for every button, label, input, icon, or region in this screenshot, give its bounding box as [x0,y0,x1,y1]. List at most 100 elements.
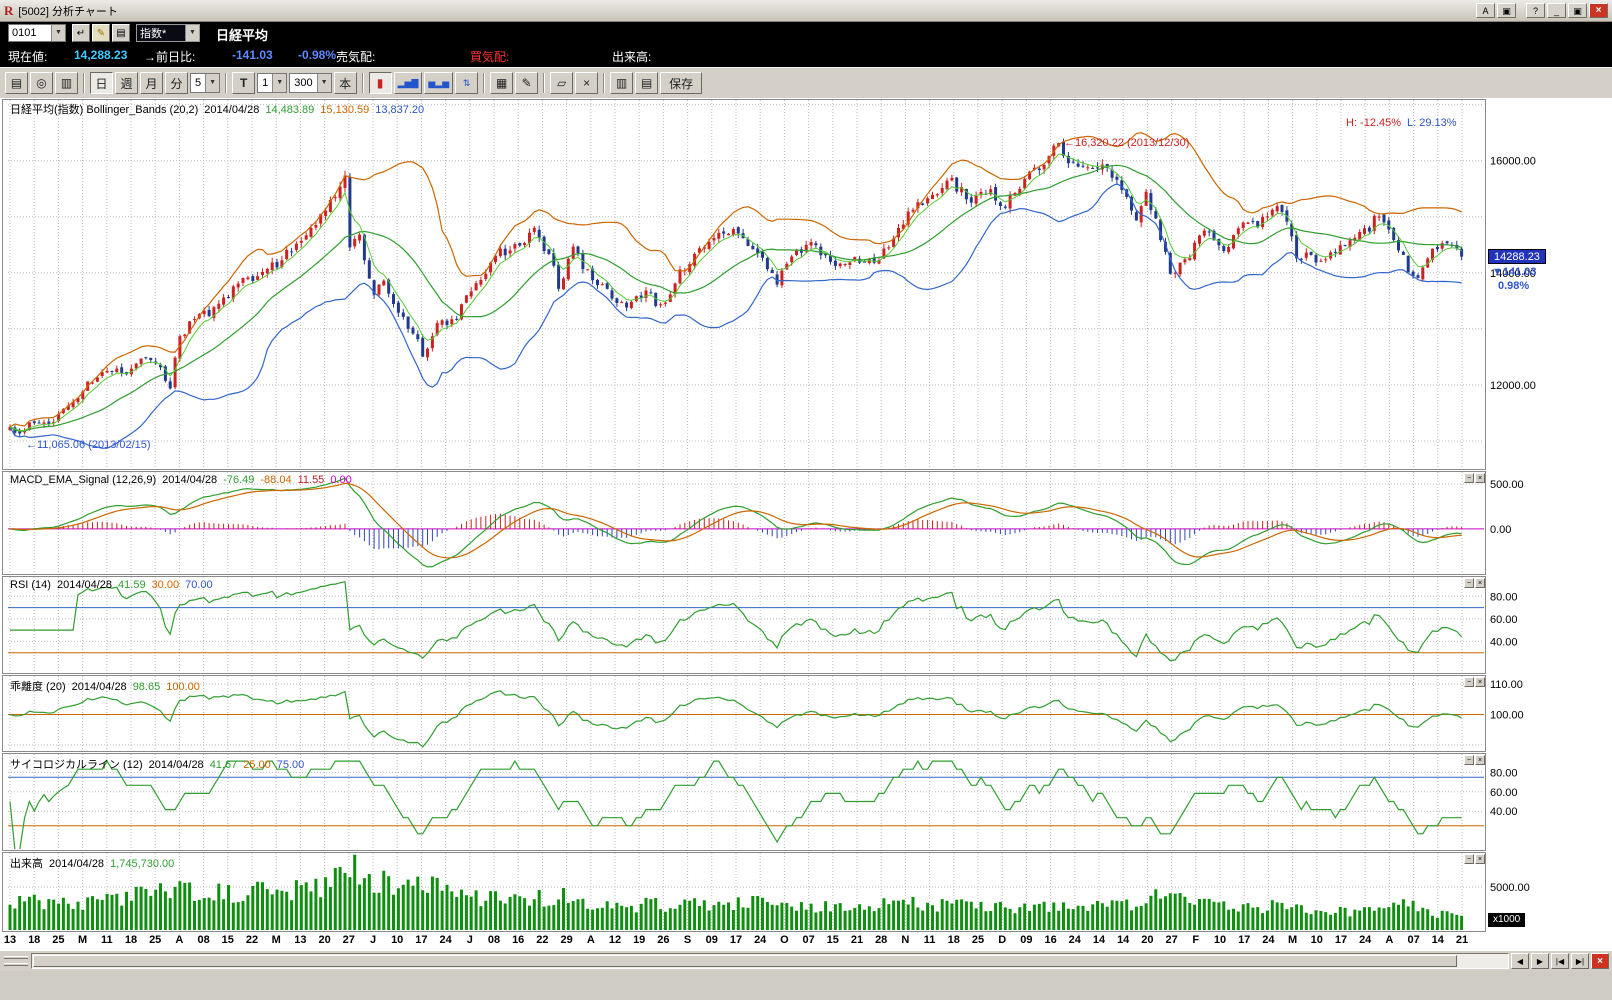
main-panel-header: 日経平均(指数) Bollinger_Bands (20,2) 2014/04/2… [10,101,430,117]
session-volume-label: 出来高: [612,50,652,64]
x-axis-label: 07 [802,934,815,946]
dropdown-arrow-icon[interactable]: ▼ [185,25,199,41]
x-axis-label: 12 [608,934,622,946]
x-axis-label: 21 [850,934,864,946]
x-axis-label: 15 [826,934,839,946]
annotation-low: ←11,065.06 (2013/02/15) [26,439,151,451]
change-value: -141.03 [232,48,273,62]
page-setup-button[interactable]: ▥ [55,72,78,94]
panel-minimize-button[interactable]: − [1464,473,1474,483]
x-axis-label: A [1385,934,1394,946]
chart-canvas[interactable]: 16000.00 14000.00 12000.00 500.00 0.00 80.00 6… [0,98,1612,932]
minimize-button[interactable]: _ [1547,3,1566,18]
volume-overlay-button[interactable]: ▅▂▅ [424,72,454,94]
clear-drawings-button[interactable]: × [575,72,599,94]
category-dropdown[interactable]: 指数* ▼ [136,24,200,42]
scrollbar-thumb[interactable] [33,955,1458,967]
x-axis-label: 17 [729,934,743,946]
eraser-button[interactable]: ▱ [550,72,574,94]
price-change-badge: ▼141.03 [1492,266,1537,278]
axis-label: 60.00 [1490,614,1518,626]
tick-size-dropdown[interactable]: 1 ▼ [257,73,288,93]
bar-chart-button[interactable]: ▂▅▇ [393,72,423,94]
dropdown-arrow-icon[interactable]: ▼ [316,74,331,92]
zoom-button[interactable]: ◎ [30,72,53,94]
scroll-right-button[interactable]: ▶ [1531,953,1549,969]
x-axis-label: 10 [1213,934,1227,946]
psychological-series [9,759,1462,849]
save-button[interactable]: 保存 [660,72,703,94]
help-button[interactable]: ? [1526,3,1545,18]
period-week-button[interactable]: 週 [115,72,138,94]
bar-count-dropdown[interactable]: 300 ▼ [289,73,332,93]
x-axis-label: 18 [947,934,960,946]
panel-minimize-button[interactable]: − [1464,578,1474,588]
panel-close-button[interactable]: × [1475,854,1485,864]
panel-minimize-button[interactable]: − [1464,854,1474,864]
macd-panel-controls: − × [1464,473,1485,483]
x-axis-label: 27 [1165,934,1178,946]
scrollbar-close-button[interactable]: × [1591,953,1609,969]
draw-button[interactable]: ✎ [515,72,539,94]
minute-size-dropdown[interactable]: 5 ▼ [190,73,221,93]
x-axis-label: 19 [633,934,646,946]
memo-button[interactable]: ▤ [112,24,130,42]
scroll-left-button[interactable]: ◀ [1511,953,1529,969]
x-axis-label: J [466,934,473,946]
scroll-end-button[interactable]: ▶| [1571,953,1589,969]
volume-unit-badge: x1000 [1488,913,1526,927]
x-axis-label: 10 [391,934,404,946]
x-axis-label: 24 [754,934,767,946]
layout-button[interactable]: ▣ [1497,3,1516,18]
bar-unit-button[interactable]: 本 [333,72,357,94]
resize-grip[interactable] [3,955,29,967]
candlestick-chart-button[interactable]: ▮ [368,72,392,94]
print-button[interactable]: ▤ [5,72,28,94]
period-minute-button[interactable]: 分 [165,72,188,94]
current-price-label: 現在値: [8,50,48,64]
close-button[interactable]: × [1589,3,1608,18]
panel-close-button[interactable]: × [1475,677,1485,687]
panel-close-button[interactable]: × [1475,755,1485,765]
current-price-badge: 14288.23 [1488,249,1546,264]
scrollbar-track[interactable] [31,953,1509,969]
chart-region: 16000.00 14000.00 12000.00 500.00 0.00 80.00 6… [0,98,1612,932]
symbol-bar: 0101 ▼ ↵ ✎ ▤ 指数* ▼ 日経平均 [0,22,1612,44]
annotate-button[interactable]: A [1476,3,1495,18]
axis-label: 12000.00 [1490,380,1536,392]
chart-toolbar: ▤ ◎ ▥ 日 週 月 分 5 ▼ T 1 ▼ 300 ▼ 本 ▮ ▂▅▇ ▅▂▅ ⇅… [0,67,1612,98]
maximize-button[interactable]: ▣ [1568,3,1587,18]
tick-button[interactable]: T [232,72,256,94]
symbol-code-input[interactable]: 0101 ▼ [8,24,66,42]
x-axis-label: 14 [1117,934,1130,946]
axis-label: 16000.00 [1490,156,1536,168]
x-axis-label: M [78,934,88,946]
title-bar[interactable]: R [5002] 分析チャート A ▣ ? _ ▣ × [0,0,1612,22]
panel-minimize-button[interactable]: − [1464,677,1474,687]
dropdown-arrow-icon[interactable]: ▼ [272,74,287,92]
x-axis-label: 20 [1141,934,1154,946]
axis-label: 80.00 [1490,767,1518,779]
kairi-panel-controls: − × [1464,677,1485,687]
new-window-button[interactable]: ▤ [635,72,659,94]
scale-toggle-button[interactable]: ⇅ [455,72,479,94]
copy-chart-button[interactable]: ▥ [610,72,634,94]
current-price-value: 14,288.23 [74,48,128,62]
edit-button[interactable]: ✎ [92,24,110,42]
panel-close-button[interactable]: × [1475,578,1485,588]
panel-close-button[interactable]: × [1475,473,1485,483]
bollinger-lower-value: 13,837.20 [375,104,425,116]
panel-minimize-button[interactable]: − [1464,755,1474,765]
toolbar-separator [83,73,85,93]
period-day-button[interactable]: 日 [90,72,113,94]
x-axis-label: 09 [1020,934,1033,946]
scroll-start-button[interactable]: |◀ [1551,953,1569,969]
rsi-panel-header: RSI (14) 2014/04/28 41.59 30.00 70.00 [10,579,213,591]
dropdown-arrow-icon[interactable]: ▼ [51,25,65,41]
period-month-button[interactable]: 月 [140,72,163,94]
enter-button[interactable]: ↵ [72,24,90,42]
dropdown-arrow-icon[interactable]: ▼ [205,74,220,92]
grid-toggle-button[interactable]: ▦ [490,72,514,94]
x-axis-label: 16 [1044,934,1057,946]
toolbar-separator [361,73,364,93]
